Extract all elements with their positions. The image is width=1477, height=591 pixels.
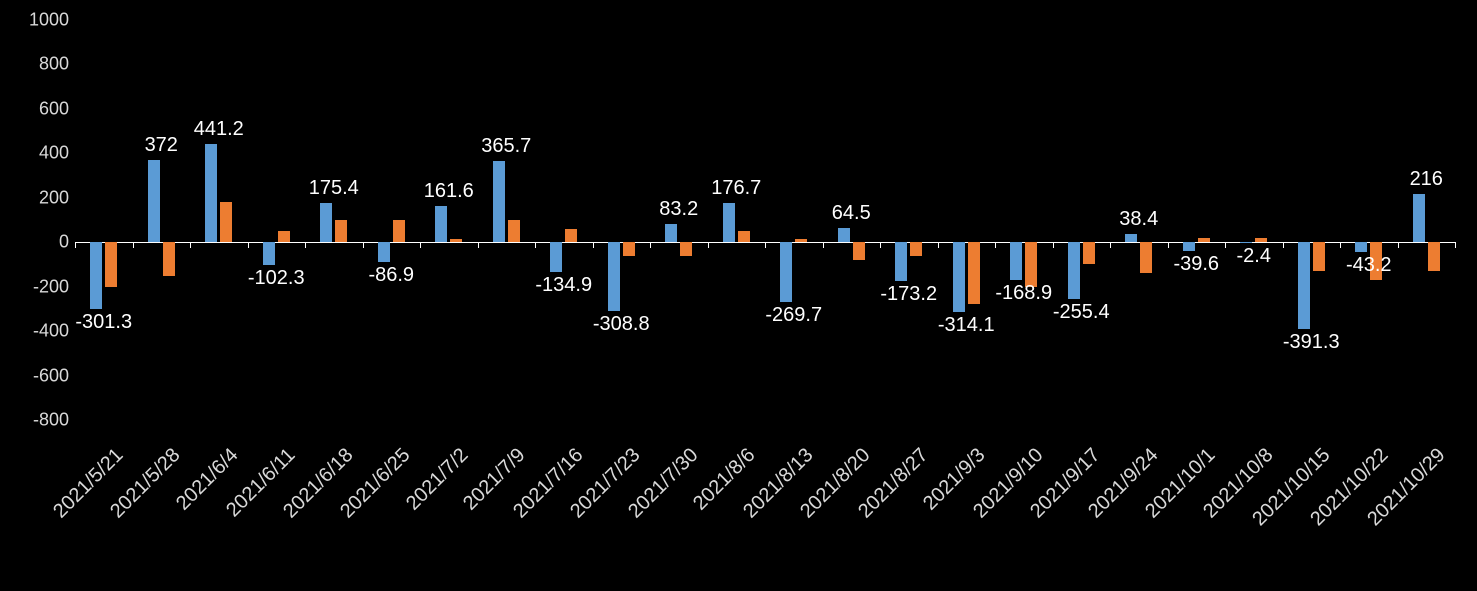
bar-series-2 — [910, 242, 922, 255]
data-label: -43.2 — [1346, 254, 1392, 277]
data-label: 441.2 — [194, 118, 244, 141]
data-label: 83.2 — [659, 198, 698, 221]
bar-series-1 — [263, 242, 275, 265]
bar-series-2 — [853, 242, 865, 260]
bar-series-2 — [335, 220, 347, 242]
bar-series-2 — [1198, 238, 1210, 242]
bar-series-2 — [565, 229, 577, 242]
bar-series-2 — [105, 242, 117, 286]
y-tick-label: -800 — [33, 410, 69, 431]
y-tick-label: 200 — [39, 187, 69, 208]
bar-series-2 — [1255, 238, 1267, 242]
bar-series-1 — [435, 206, 447, 242]
bar-series-1 — [1413, 194, 1425, 242]
bar-chart: -800 -600 -400 -200 0 200 400 600 800 1000 -301.3 2… — [0, 0, 1477, 591]
bar-series-2 — [1140, 242, 1152, 273]
bar-series-2 — [1428, 242, 1440, 271]
bar-series-1 — [895, 242, 907, 280]
bar-series-1 — [838, 228, 850, 242]
y-tick-label: 1000 — [29, 10, 69, 31]
data-label: 175.4 — [309, 177, 359, 200]
data-label: -314.1 — [938, 314, 995, 337]
bar-series-2 — [508, 220, 520, 242]
bar-series-2 — [968, 242, 980, 304]
bar-series-1 — [608, 242, 620, 311]
bar-series-2 — [220, 202, 232, 242]
bar-series-1 — [1355, 242, 1367, 252]
data-label: 216 — [1410, 168, 1443, 191]
bar-series-2 — [1083, 242, 1095, 264]
data-label: -39.6 — [1173, 253, 1219, 276]
bar-series-1 — [550, 242, 562, 272]
y-tick-label: 600 — [39, 98, 69, 119]
data-label: 64.5 — [832, 202, 871, 225]
bar-series-2 — [450, 239, 462, 242]
data-label: -308.8 — [593, 313, 650, 336]
plot-area: -800-600-400-20002004006008001000-301.32… — [75, 20, 1455, 420]
bar-series-2 — [1313, 242, 1325, 271]
data-label: 365.7 — [481, 135, 531, 158]
bar-series-1 — [1068, 242, 1080, 299]
bar-series-1 — [1125, 234, 1137, 243]
data-label: -301.3 — [75, 311, 132, 334]
data-label: -168.9 — [995, 282, 1052, 305]
data-label: 38.4 — [1119, 208, 1158, 231]
data-label: -255.4 — [1053, 301, 1110, 324]
bar-series-2 — [163, 242, 175, 275]
y-tick-label: -400 — [33, 321, 69, 342]
data-label: 372 — [145, 134, 178, 157]
bar-series-1 — [148, 160, 160, 243]
bar-series-1 — [665, 224, 677, 242]
data-label: -173.2 — [880, 283, 937, 306]
data-label: -2.4 — [1237, 245, 1271, 268]
bar-series-1 — [1183, 242, 1195, 251]
bar-series-2 — [795, 239, 807, 242]
bar-series-1 — [90, 242, 102, 309]
data-label: -102.3 — [248, 267, 305, 290]
data-label: -86.9 — [368, 264, 414, 287]
y-tick-label: 400 — [39, 143, 69, 164]
bar-series-1 — [953, 242, 965, 312]
bar-series-1 — [320, 203, 332, 242]
bar-series-2 — [278, 231, 290, 242]
bar-series-2 — [738, 231, 750, 242]
bar-series-2 — [393, 220, 405, 242]
y-tick-label: -600 — [33, 365, 69, 386]
bar-series-1 — [493, 161, 505, 242]
data-label: -134.9 — [535, 274, 592, 297]
y-tick-label: -200 — [33, 276, 69, 297]
data-label: 161.6 — [424, 180, 474, 203]
y-tick-label: 0 — [59, 232, 69, 253]
bar-series-1 — [1298, 242, 1310, 329]
bar-series-2 — [680, 242, 692, 255]
bar-series-1 — [1240, 242, 1252, 243]
bar-series-1 — [1010, 242, 1022, 280]
x-tick-label: 2021/7/2 — [402, 444, 473, 515]
bar-series-1 — [205, 144, 217, 242]
bar-series-1 — [780, 242, 792, 302]
y-tick-label: 800 — [39, 54, 69, 75]
bar-series-1 — [723, 203, 735, 242]
bar-series-1 — [378, 242, 390, 261]
data-label: -269.7 — [765, 304, 822, 327]
data-label: 176.7 — [711, 177, 761, 200]
data-label: -391.3 — [1283, 331, 1340, 354]
bar-series-2 — [623, 242, 635, 255]
bar-series-2 — [1025, 242, 1037, 286]
